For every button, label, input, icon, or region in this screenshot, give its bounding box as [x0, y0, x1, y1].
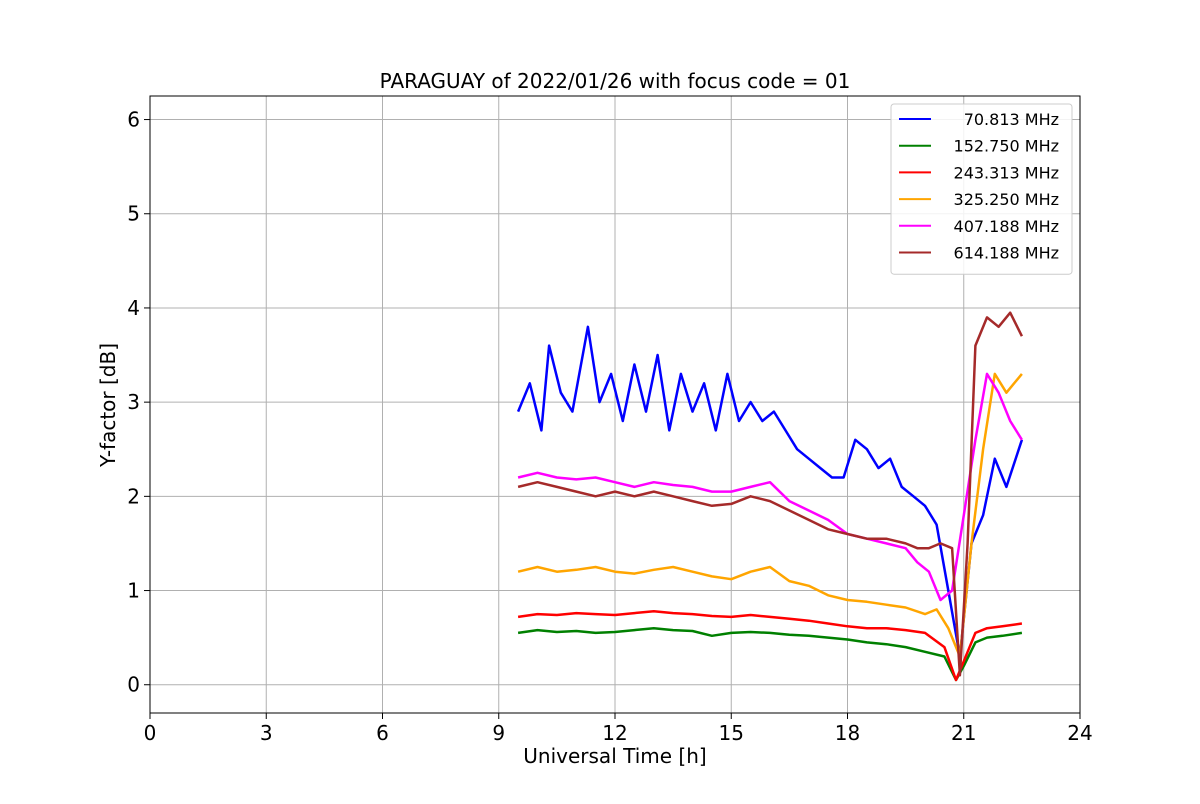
x-tick-label: 6: [376, 721, 389, 745]
y-tick-label: 4: [127, 296, 140, 320]
legend-label-4: 407.188 MHz: [954, 217, 1059, 236]
x-axis-label: Universal Time [h]: [523, 744, 706, 768]
legend-label-2: 243.313 MHz: [954, 163, 1059, 182]
y-tick-label: 5: [127, 202, 140, 226]
x-tick-label: 24: [1067, 721, 1092, 745]
y-tick-label: 0: [127, 673, 140, 697]
chart-title: PARAGUAY of 2022/01/26 with focus code =…: [380, 69, 851, 93]
y-tick-label: 2: [127, 484, 140, 508]
x-tick-label: 15: [719, 721, 744, 745]
x-tick-label: 9: [492, 721, 505, 745]
y-tick-label: 1: [127, 579, 140, 603]
y-tick-label: 6: [127, 108, 140, 132]
x-tick-label: 12: [602, 721, 627, 745]
series-line-0: [516, 325, 1024, 658]
series-lines: [516, 311, 1024, 682]
y-axis-label: Y-factor [dB]: [96, 343, 120, 468]
x-tick-label: 21: [951, 721, 976, 745]
legend-label-1: 152.750 MHz: [954, 137, 1059, 156]
legend-label-5: 614.188 MHz: [954, 244, 1059, 263]
series-line-4: [517, 372, 1023, 602]
y-tick-label: 3: [127, 390, 140, 414]
series-line-5: [517, 311, 1024, 677]
legend: 70.813 MHz 152.750 MHz 243.313 MHz 325.250 …: [890, 103, 1073, 275]
legend-label-0: 70.813 MHz: [964, 110, 1059, 129]
legend-box: [890, 103, 1073, 275]
x-tick-label: 0: [144, 721, 157, 745]
x-tick-label: 3: [260, 721, 273, 745]
x-tick-label: 18: [835, 721, 860, 745]
legend-label-3: 325.250 MHz: [954, 190, 1059, 209]
